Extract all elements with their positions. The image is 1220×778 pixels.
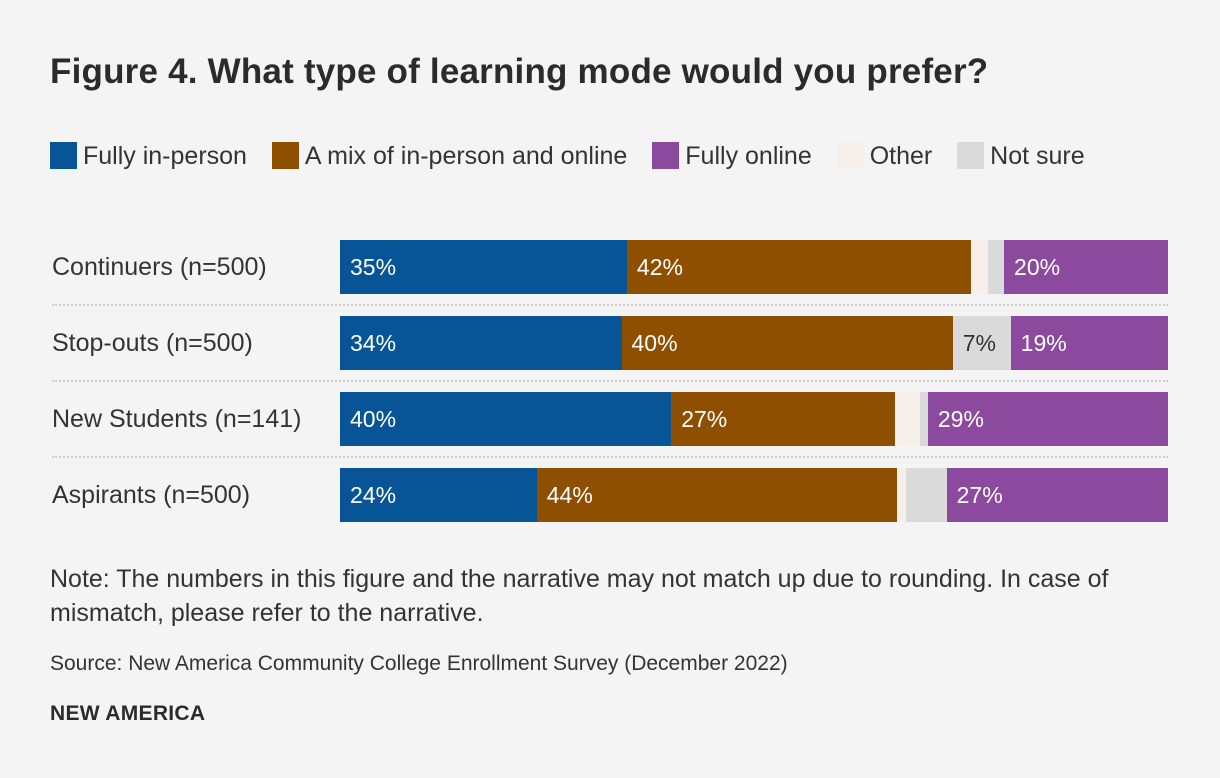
- data-label: 20%: [1014, 254, 1061, 280]
- bar-segment-fully-in-person: 35%: [340, 240, 627, 294]
- data-label: 40%: [350, 406, 397, 432]
- bar-segment-not-sure: 7%: [952, 316, 1011, 370]
- data-label: 35%: [350, 254, 397, 280]
- data-label: 40%: [631, 330, 678, 356]
- data-label: 19%: [1020, 330, 1067, 356]
- legend-item-fully-online: Fully online: [652, 142, 812, 170]
- legend-swatch: [957, 142, 985, 169]
- legend-label: Fully in-person: [83, 142, 247, 170]
- bar-segment-fully-in-person: 34%: [340, 316, 622, 370]
- legend-item-other: Other: [836, 142, 933, 170]
- data-label: 42%: [636, 254, 683, 280]
- legend-swatch: [652, 142, 680, 169]
- bar-segment-fully-online: 27%: [946, 468, 1168, 522]
- row-divider: [52, 304, 1168, 306]
- bar-segment-not-sure: [905, 468, 947, 522]
- legend-label: Other: [869, 142, 933, 170]
- chart-source: Source: New America Community College En…: [50, 652, 788, 675]
- row-divider: [52, 456, 1168, 458]
- data-label: 44%: [546, 482, 593, 508]
- legend-swatch: [836, 142, 864, 169]
- bar-segment-a-mix-of-in-person-and-online: 42%: [626, 240, 972, 294]
- chart-title: Figure 4. What type of learning mode wou…: [50, 52, 989, 91]
- data-label: 27%: [956, 482, 1003, 508]
- legend-label: Fully online: [685, 142, 812, 170]
- legend-item-a-mix-of-in-person-and-online: A mix of in-person and online: [271, 142, 628, 170]
- bar-segment-not-sure: [987, 240, 1005, 294]
- legend-swatch: [271, 142, 299, 169]
- bar-segment-other: [894, 392, 920, 446]
- row-label: Stop-outs (n=500): [52, 329, 253, 357]
- chart-area: Continuers (n=500) 35% 42% 20% Stop-outs (n=…: [0, 226, 1220, 536]
- bar-segment-fully-online: 19%: [1010, 316, 1168, 370]
- row-label: Aspirants (n=500): [52, 481, 251, 509]
- bar-segment-not-sure: [919, 392, 928, 446]
- chart-note: Note: The numbers in this figure and the…: [50, 565, 1109, 627]
- legend-label: Not sure: [990, 142, 1085, 170]
- data-label: 7%: [962, 330, 996, 356]
- bar-segment-fully-online: 29%: [927, 392, 1168, 446]
- bar-segment-a-mix-of-in-person-and-online: 40%: [621, 316, 953, 370]
- bar-segment-fully-online: 20%: [1004, 240, 1168, 294]
- bar-segment-a-mix-of-in-person-and-online: 44%: [536, 468, 898, 522]
- brand-logo-text: NEW AMERICA: [50, 702, 206, 725]
- bar-segment-fully-in-person: 40%: [340, 392, 672, 446]
- data-label: 24%: [350, 482, 397, 508]
- legend-item-not-sure: Not sure: [957, 142, 1085, 170]
- legend-label: A mix of in-person and online: [304, 142, 628, 170]
- legend-item-fully-in-person: Fully in-person: [50, 142, 247, 170]
- row-label: Continuers (n=500): [52, 253, 267, 281]
- bar-segment-a-mix-of-in-person-and-online: 27%: [671, 392, 895, 446]
- legend-swatch: [50, 142, 77, 169]
- legend: Fully in-person A mix of in-person and o…: [50, 136, 1140, 176]
- data-label: 27%: [681, 406, 728, 432]
- bar-segment-fully-in-person: 24%: [340, 468, 537, 522]
- data-label: 34%: [350, 330, 397, 356]
- bar-segment-other: [971, 240, 988, 294]
- row-label: New Students (n=141): [52, 405, 302, 433]
- row-divider: [52, 380, 1168, 382]
- bar-segment-other: [897, 468, 906, 522]
- data-label: 29%: [937, 406, 984, 432]
